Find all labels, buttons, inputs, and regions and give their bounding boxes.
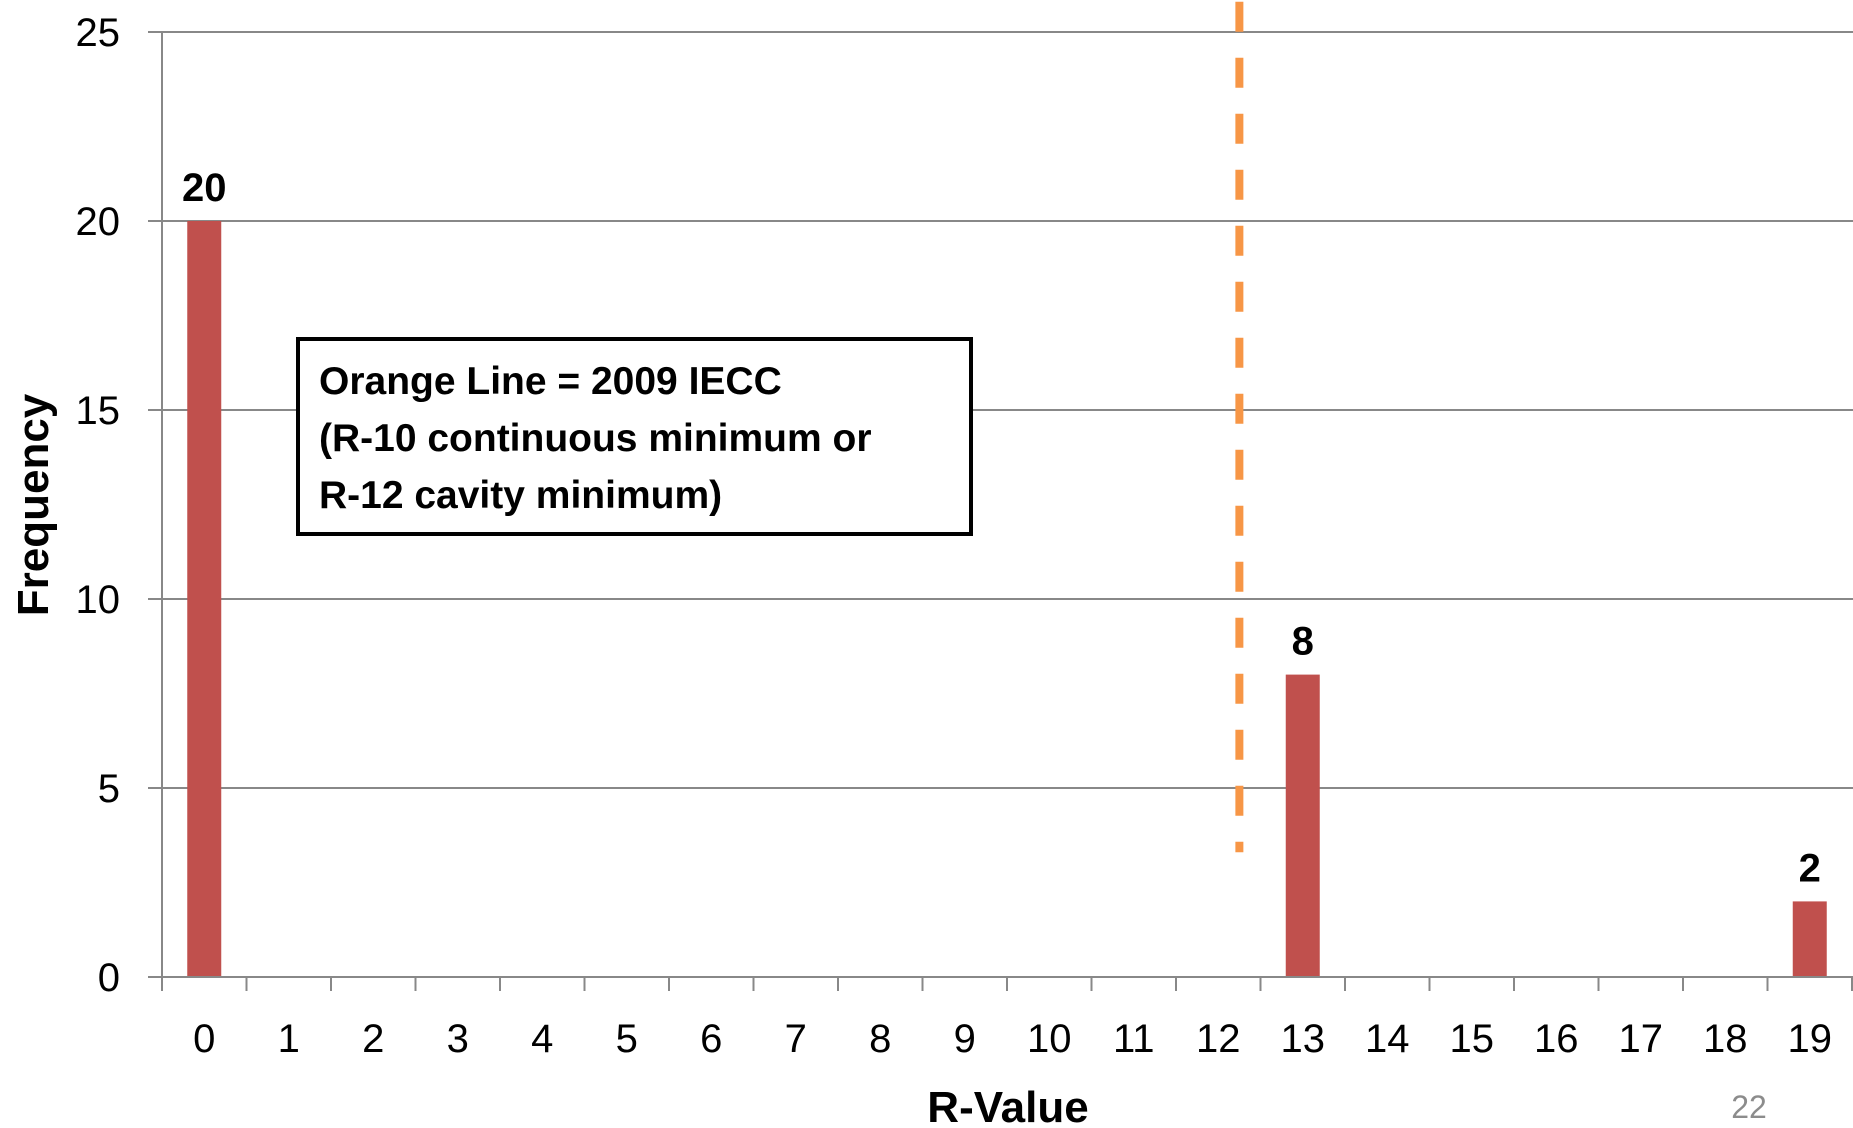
x-tick-label: 1 — [278, 1017, 300, 1061]
x-tick-label: 17 — [1619, 1017, 1664, 1061]
x-tick-label: 7 — [785, 1017, 807, 1061]
x-tick-label: 0 — [193, 1017, 215, 1061]
x-tick-label: 4 — [531, 1017, 553, 1061]
x-tick-label: 12 — [1196, 1017, 1241, 1061]
y-axis-title: Frequency — [9, 393, 58, 616]
annotation-line-1: Orange Line = 2009 IECC — [319, 360, 782, 403]
x-tick-label: 13 — [1281, 1017, 1326, 1061]
x-tick-label: 5 — [616, 1017, 638, 1061]
y-tick-label: 10 — [76, 578, 121, 622]
x-tick-label: 15 — [1450, 1017, 1495, 1061]
y-tick-label: 25 — [76, 11, 121, 55]
y-tick-label: 15 — [76, 389, 121, 433]
annotation-box: Orange Line = 2009 IECC (R-10 continuous… — [296, 337, 973, 536]
x-tick-label: 3 — [447, 1017, 469, 1061]
x-tick-label: 19 — [1788, 1017, 1833, 1061]
page-number: 22 — [1731, 1089, 1767, 1125]
data-label-13: 8 — [1292, 620, 1314, 664]
data-label-19: 2 — [1799, 846, 1821, 890]
y-tick-label: 0 — [98, 956, 120, 1000]
bar-19 — [1792, 901, 1827, 977]
x-tick-label: 9 — [954, 1017, 976, 1061]
x-tick-label: 18 — [1703, 1017, 1748, 1061]
x-tick-label: 10 — [1027, 1017, 1072, 1061]
y-tick-label: 20 — [76, 200, 121, 244]
data-label-0: 20 — [182, 166, 227, 210]
x-tick-label: 2 — [362, 1017, 384, 1061]
x-tick-label: 14 — [1365, 1017, 1410, 1061]
y-tick-label: 5 — [98, 767, 120, 811]
annotation-line-3: R-12 cavity minimum) — [319, 474, 722, 517]
annotation-box-border — [296, 337, 973, 536]
bar-13 — [1285, 674, 1320, 977]
x-tick-label: 16 — [1534, 1017, 1579, 1061]
x-tick-label: 8 — [869, 1017, 891, 1061]
x-tick-label: 11 — [1113, 1017, 1155, 1061]
bars — [187, 221, 1827, 977]
x-axis-title: R-Value — [927, 1083, 1088, 1128]
x-tick-label: 6 — [700, 1017, 722, 1061]
annotation-line-2: (R-10 continuous minimum or — [319, 417, 872, 460]
bar-0 — [187, 221, 222, 977]
